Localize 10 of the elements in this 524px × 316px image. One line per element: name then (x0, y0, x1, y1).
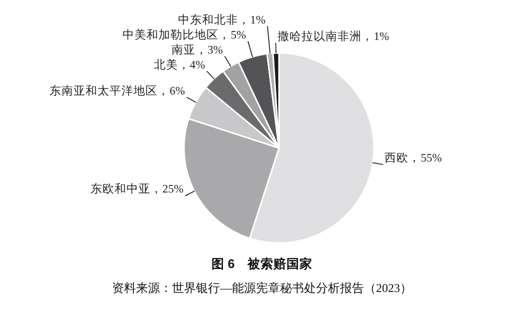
text: 图 6 被索赔国家 (211, 256, 313, 271)
text: 资料来源：世界银行—能源宪章秘书处分析报告（2023） (112, 281, 412, 295)
东欧和中亚: 东欧和中亚，25% (90, 184, 184, 196)
撒哈拉以南非洲: 撒哈拉以南非洲，1% (278, 31, 390, 44)
北美: 北美，4% (154, 59, 206, 72)
中东和北非: 中东和北非，1% (178, 14, 266, 26)
东南亚和太平洋地区: 东南亚和太平洋地区，6% (50, 85, 185, 98)
南亚: 南亚，3% (172, 44, 223, 56)
中美和加勒比地区: 中美和加勒比地区，5% (122, 29, 246, 42)
西欧: 西欧，55% (384, 152, 442, 164)
